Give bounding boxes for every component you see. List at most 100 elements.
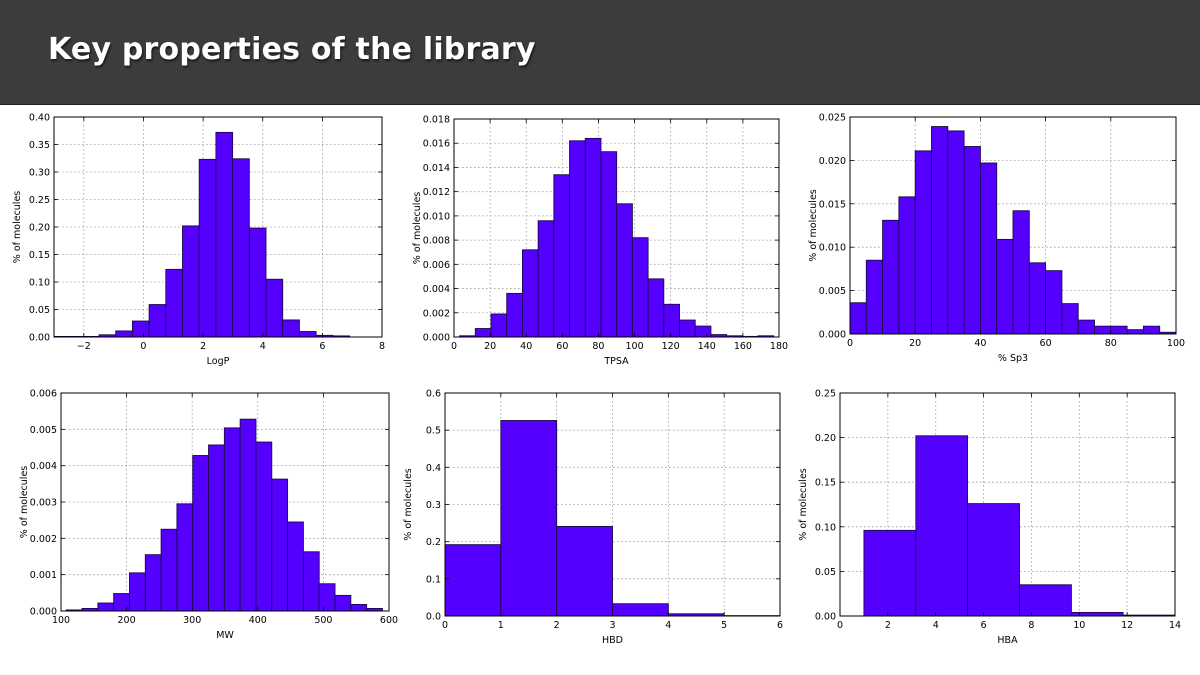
- histogram-mw: 100 200 300 400 500 600 0.000 0.001 0.002 0.003 0.…: [19, 389, 398, 642]
- y-tick-label: 0.20: [29, 223, 50, 234]
- x-tick-label: 160: [734, 341, 752, 352]
- x-tick-label: 6: [319, 341, 325, 352]
- y-tick-label: 0.00: [29, 333, 50, 344]
- y-tick-label: 0.010: [819, 243, 846, 254]
- x-tick-label: 600: [380, 615, 398, 626]
- histogram-bar: [556, 525, 613, 617]
- x-tick-label: 0: [837, 620, 843, 631]
- histogram-bar: [612, 603, 669, 617]
- x-tick-label: 4: [260, 341, 266, 352]
- histogram-bar: [215, 131, 234, 338]
- histogram-bar: [129, 572, 146, 612]
- histogram-bar: [963, 146, 981, 335]
- histogram-bar: [239, 418, 257, 612]
- y-tick-label: 0.020: [819, 156, 846, 167]
- y-tick-label: 0.20: [815, 433, 836, 444]
- histogram-bar: [647, 278, 665, 338]
- x-tick-label: 0: [847, 338, 853, 349]
- x-tick-label: 2: [885, 620, 891, 631]
- x-tick-label: 8: [1028, 620, 1034, 631]
- y-tick-label: 0.5: [426, 426, 441, 437]
- y-tick-label: 0.002: [30, 534, 57, 545]
- y-tick-label: 0.35: [29, 140, 50, 151]
- histogram-bar: [914, 150, 932, 335]
- histogram-bar: [631, 237, 649, 338]
- histogram-bar: [160, 528, 178, 612]
- histogram-bar: [967, 503, 1020, 617]
- y-axis-label: % of molecules: [798, 468, 809, 541]
- histogram-bar: [506, 292, 523, 338]
- histogram-bar: [679, 319, 696, 338]
- x-tick-label: 0: [140, 341, 146, 352]
- x-tick-label: 40: [520, 341, 532, 352]
- x-tick-label: 400: [249, 615, 267, 626]
- x-tick-label: 5: [721, 620, 727, 631]
- y-tick-label: 0.014: [423, 163, 450, 174]
- y-tick-label: 0.018: [423, 115, 450, 126]
- x-tick-label: 10: [1073, 620, 1085, 631]
- y-tick-label: 0.6: [426, 389, 441, 400]
- y-tick-label: 0.012: [423, 187, 450, 198]
- histogram-bar: [208, 444, 225, 612]
- y-tick-label: 0.2: [426, 537, 441, 548]
- x-tick-label: 500: [314, 615, 332, 626]
- histogram-bar: [148, 304, 167, 338]
- histogram-bar: [474, 328, 492, 338]
- histogram-bars: [444, 420, 781, 617]
- histogram-bar: [865, 259, 884, 335]
- x-tick-label: 20: [909, 338, 921, 349]
- histogram-bar: [996, 238, 1014, 335]
- y-tick-label: 0.005: [819, 286, 846, 297]
- histogram-bar: [302, 551, 320, 612]
- x-tick-label: 0: [442, 620, 448, 631]
- x-tick-label: 300: [183, 615, 201, 626]
- x-tick-label: −2: [77, 341, 91, 352]
- y-tick-label: 0.05: [815, 567, 836, 578]
- histogram-bar: [1061, 303, 1079, 335]
- histogram-bar: [1110, 325, 1128, 335]
- y-tick-label: 0.4: [426, 463, 441, 474]
- x-tick-label: 200: [118, 615, 136, 626]
- histogram-bar: [915, 435, 968, 617]
- histogram-hba: 0 2 4 6 8 10 12 14 0.00 0.05 0.10 0.15 0.20 0.25 HBA % …: [798, 389, 1181, 647]
- histogram-bar: [521, 249, 539, 338]
- histogram-bar: [500, 420, 558, 617]
- x-tick-label: 140: [698, 341, 716, 352]
- histogram-bar: [882, 219, 900, 335]
- y-tick-label: 0.015: [819, 199, 846, 210]
- histogram-bar: [863, 529, 917, 617]
- x-tick-label: 8: [379, 341, 385, 352]
- y-tick-label: 0.006: [423, 260, 450, 271]
- y-tick-label: 0.15: [29, 250, 50, 261]
- histogram-bar: [849, 302, 867, 335]
- histogram-bar: [569, 140, 586, 338]
- x-tick-label: 4: [933, 620, 939, 631]
- y-tick-label: 0.000: [423, 333, 450, 344]
- histogram-bar: [287, 521, 304, 612]
- histogram-bar: [176, 503, 194, 612]
- histogram-bar: [298, 331, 317, 338]
- y-tick-label: 0.000: [819, 330, 846, 341]
- histogram-bar: [979, 162, 998, 335]
- x-axis-label: HBD: [602, 635, 623, 646]
- histogram-bar: [113, 593, 130, 612]
- y-tick-label: 0.010: [423, 211, 450, 222]
- histogram-bars: [863, 435, 1176, 617]
- x-tick-label: 12: [1121, 620, 1133, 631]
- histogram-bar: [1126, 329, 1144, 335]
- histogram-bars: [849, 126, 1177, 335]
- x-tick-label: 100: [625, 341, 643, 352]
- x-tick-label: 80: [1105, 338, 1117, 349]
- histogram-bar: [334, 594, 352, 612]
- y-tick-label: 0.003: [30, 498, 57, 509]
- x-tick-label: 3: [609, 620, 615, 631]
- histogram-bar: [318, 583, 336, 612]
- histogram-bar: [444, 544, 502, 617]
- x-tick-label: 80: [592, 341, 604, 352]
- y-tick-label: 0.1: [426, 574, 441, 585]
- histogram-bar: [1019, 584, 1072, 617]
- x-tick-label: 2: [200, 341, 206, 352]
- x-tick-label: 100: [52, 615, 70, 626]
- y-tick-label: 0.004: [423, 284, 450, 295]
- y-tick-label: 0.15: [815, 478, 836, 489]
